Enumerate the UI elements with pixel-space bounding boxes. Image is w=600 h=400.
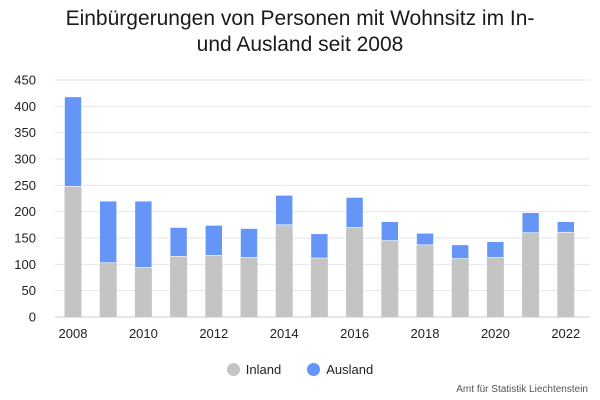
bar-ausland-2018[interactable] [416,232,434,246]
bar-inland-2014[interactable] [275,224,293,317]
bar-inland-2011[interactable] [170,256,188,317]
bar-inland-2022[interactable] [557,232,575,317]
x-tick-label: 2022 [551,326,580,341]
bar-inland-2021[interactable] [522,232,540,317]
chart-title-line-1: Einbürgerungen von Personen mit Wohnsitz… [65,7,535,30]
x-tick-label: 2010 [129,326,158,341]
x-tick-label: 2020 [481,326,510,341]
legend-item-ausland[interactable]: Ausland [307,362,373,377]
x-tick-label: 2016 [340,326,369,341]
bar-inland-2016[interactable] [346,227,364,317]
bar-ausland-2021[interactable] [521,212,540,234]
y-tick-label: 150 [14,231,36,246]
x-axis-labels: 2008 2010 2012 2014 2016 2018 2020 2022 [59,326,581,341]
bar-ausland-2020[interactable] [486,241,505,258]
y-tick-label: 400 [14,99,36,114]
y-tick-label: 250 [14,178,36,193]
y-tick-label: 350 [14,125,36,140]
bar-ausland-2008[interactable] [64,96,82,187]
chart-title: Einbürgerungen von Personen mit Wohnsitz… [0,6,600,58]
y-tick-label: 200 [14,204,36,219]
bar-ausland-2010[interactable] [134,200,153,268]
y-tick-label: 50 [22,283,36,298]
bar-inland-2012[interactable] [205,255,223,317]
bar-ausland-2009[interactable] [99,200,117,264]
bar-inland-2019[interactable] [451,258,469,317]
y-tick-label: 300 [14,152,36,167]
y-tick-label: 450 [14,73,36,88]
legend-label-inland: Inland [245,362,282,377]
legend-swatch-inland [226,363,240,376]
bar-inland-2010[interactable] [134,267,152,317]
bars [64,96,575,317]
x-tick-label: 2012 [199,326,228,341]
y-axis-labels: 0 50 100 150 200 250 300 350 400 450 [14,73,36,325]
legend-item-inland[interactable]: Inland [226,362,282,377]
bar-ausland-2012[interactable] [205,225,223,256]
bar-inland-2013[interactable] [240,257,258,317]
bar-inland-2009[interactable] [99,262,117,317]
bar-inland-2008[interactable] [64,186,82,317]
x-tick-label: 2018 [411,326,440,341]
bar-inland-2015[interactable] [310,258,328,317]
bar-ausland-2017[interactable] [380,221,399,241]
legend: Inland Ausland [0,362,600,377]
legend-swatch-ausland [307,363,321,376]
bar-ausland-2022[interactable] [556,221,575,233]
source-note: Amt für Statistik Liechtenstein [456,384,588,395]
bar-ausland-2016[interactable] [345,197,364,228]
chart-title-line-2: und Ausland seit 2008 [196,33,404,56]
bar-ausland-2015[interactable] [310,233,329,259]
bar-inland-2018[interactable] [416,244,434,317]
legend-label-ausland: Ausland [326,362,374,377]
bar-ausland-2011[interactable] [169,227,188,257]
x-tick-label: 2014 [270,326,299,341]
x-tick-label: 2008 [59,326,88,341]
bar-ausland-2014[interactable] [275,195,294,226]
bar-ausland-2019[interactable] [451,244,470,259]
bar-inland-2020[interactable] [486,257,504,317]
y-tick-label: 0 [29,310,36,325]
y-tick-label: 100 [14,257,36,272]
bar-inland-2017[interactable] [381,240,399,317]
bar-ausland-2013[interactable] [240,228,258,258]
